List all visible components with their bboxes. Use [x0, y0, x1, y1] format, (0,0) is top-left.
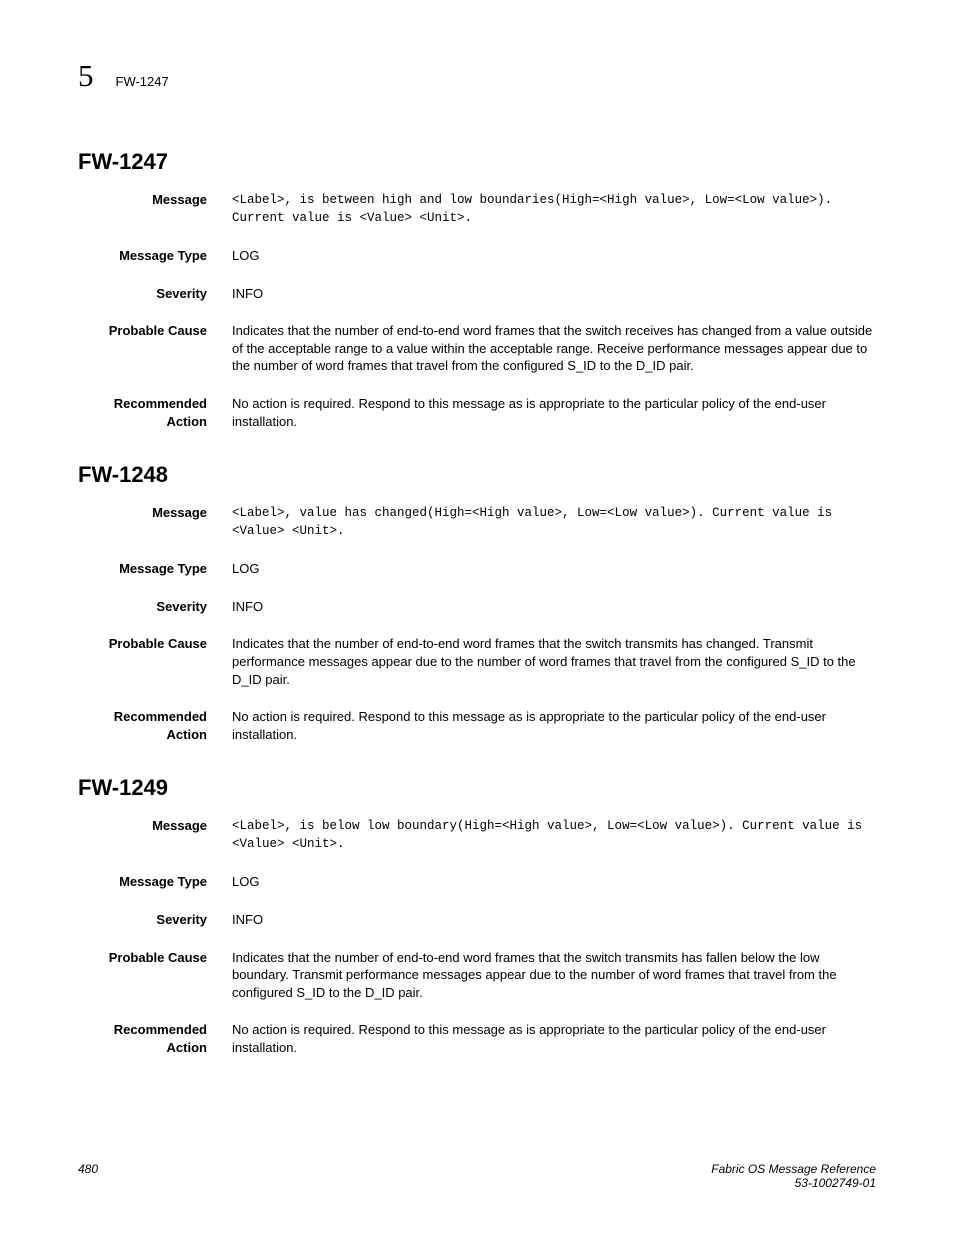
row-message: Message <Label>, is below low boundary(H…	[78, 817, 876, 853]
label-probable-cause: Probable Cause	[78, 635, 232, 688]
row-message: Message <Label>, is between high and low…	[78, 191, 876, 227]
footer-doc-title: Fabric OS Message Reference	[711, 1162, 876, 1176]
value-severity: INFO	[232, 285, 876, 303]
row-message-type: Message Type LOG	[78, 560, 876, 578]
row-recommended-action: Recommended Action No action is required…	[78, 395, 876, 430]
row-message: Message <Label>, value has changed(High=…	[78, 504, 876, 540]
row-probable-cause: Probable Cause Indicates that the number…	[78, 635, 876, 688]
label-severity: Severity	[78, 911, 232, 929]
value-severity: INFO	[232, 598, 876, 616]
header-code: FW-1247	[116, 74, 169, 89]
label-probable-cause: Probable Cause	[78, 322, 232, 375]
section-fw-1249: FW-1249 Message <Label>, is below low bo…	[78, 775, 876, 1056]
chapter-number: 5	[78, 58, 94, 94]
label-message: Message	[78, 504, 232, 540]
value-message-type: LOG	[232, 873, 876, 891]
label-recommended-line1: Recommended	[114, 396, 207, 411]
section-title: FW-1249	[78, 775, 876, 801]
section-title: FW-1248	[78, 462, 876, 488]
label-severity: Severity	[78, 285, 232, 303]
label-recommended-line2: Action	[167, 414, 207, 429]
label-recommended-action: Recommended Action	[78, 708, 232, 743]
row-probable-cause: Probable Cause Indicates that the number…	[78, 322, 876, 375]
footer-right: Fabric OS Message Reference 53-1002749-0…	[711, 1162, 876, 1190]
label-recommended-action: Recommended Action	[78, 1021, 232, 1056]
label-severity: Severity	[78, 598, 232, 616]
label-message-type: Message Type	[78, 873, 232, 891]
row-probable-cause: Probable Cause Indicates that the number…	[78, 949, 876, 1002]
value-recommended-action: No action is required. Respond to this m…	[232, 395, 876, 430]
value-probable-cause: Indicates that the number of end-to-end …	[232, 322, 876, 375]
page-footer: 480 Fabric OS Message Reference 53-10027…	[78, 1162, 876, 1190]
section-fw-1248: FW-1248 Message <Label>, value has chang…	[78, 462, 876, 743]
row-message-type: Message Type LOG	[78, 247, 876, 265]
label-recommended-action: Recommended Action	[78, 395, 232, 430]
section-title: FW-1247	[78, 149, 876, 175]
row-recommended-action: Recommended Action No action is required…	[78, 1021, 876, 1056]
value-probable-cause: Indicates that the number of end-to-end …	[232, 949, 876, 1002]
label-message: Message	[78, 191, 232, 227]
label-recommended-line2: Action	[167, 1040, 207, 1055]
section-fw-1247: FW-1247 Message <Label>, is between high…	[78, 149, 876, 430]
value-probable-cause: Indicates that the number of end-to-end …	[232, 635, 876, 688]
row-severity: Severity INFO	[78, 911, 876, 929]
value-message: <Label>, is below low boundary(High=<Hig…	[232, 817, 876, 853]
value-recommended-action: No action is required. Respond to this m…	[232, 708, 876, 743]
row-severity: Severity INFO	[78, 598, 876, 616]
page-header: 5 FW-1247	[78, 58, 876, 94]
value-message: <Label>, is between high and low boundar…	[232, 191, 876, 227]
value-severity: INFO	[232, 911, 876, 929]
label-message: Message	[78, 817, 232, 853]
page-container: 5 FW-1247 FW-1247 Message <Label>, is be…	[0, 0, 954, 1235]
value-message: <Label>, value has changed(High=<High va…	[232, 504, 876, 540]
footer-page-number: 480	[78, 1162, 98, 1190]
value-message-type: LOG	[232, 560, 876, 578]
label-recommended-line2: Action	[167, 727, 207, 742]
label-probable-cause: Probable Cause	[78, 949, 232, 1002]
row-severity: Severity INFO	[78, 285, 876, 303]
row-message-type: Message Type LOG	[78, 873, 876, 891]
label-recommended-line1: Recommended	[114, 709, 207, 724]
footer-doc-id: 53-1002749-01	[795, 1176, 876, 1190]
label-recommended-line1: Recommended	[114, 1022, 207, 1037]
value-message-type: LOG	[232, 247, 876, 265]
value-recommended-action: No action is required. Respond to this m…	[232, 1021, 876, 1056]
row-recommended-action: Recommended Action No action is required…	[78, 708, 876, 743]
label-message-type: Message Type	[78, 560, 232, 578]
label-message-type: Message Type	[78, 247, 232, 265]
